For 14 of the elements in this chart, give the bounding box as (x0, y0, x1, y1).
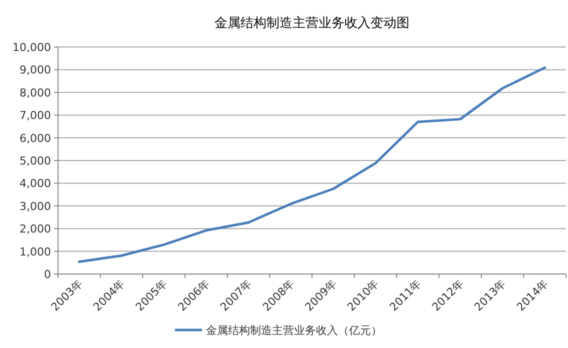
y-tick-label: 4,000 (20, 177, 51, 190)
y-tick-label: 5,000 (20, 154, 51, 168)
y-tick-label: 7,000 (20, 109, 51, 122)
y-tick-label: 1,000 (20, 245, 51, 258)
legend-label: 金属结构制造主营业务收入（亿元） (206, 324, 382, 337)
y-tick-label: 0 (44, 268, 51, 281)
chart-title: 金属结构制造主营业务收入变动图 (214, 15, 410, 31)
y-tick-label: 9,000 (20, 64, 51, 77)
y-tick-label: 8,000 (20, 86, 51, 100)
y-tick-label: 2,000 (20, 222, 51, 236)
y-tick-label: 6,000 (20, 132, 51, 145)
line-series (78, 66, 546, 263)
y-tick-label: 10,000 (12, 41, 51, 54)
y-tick-label: 3,000 (20, 200, 51, 213)
